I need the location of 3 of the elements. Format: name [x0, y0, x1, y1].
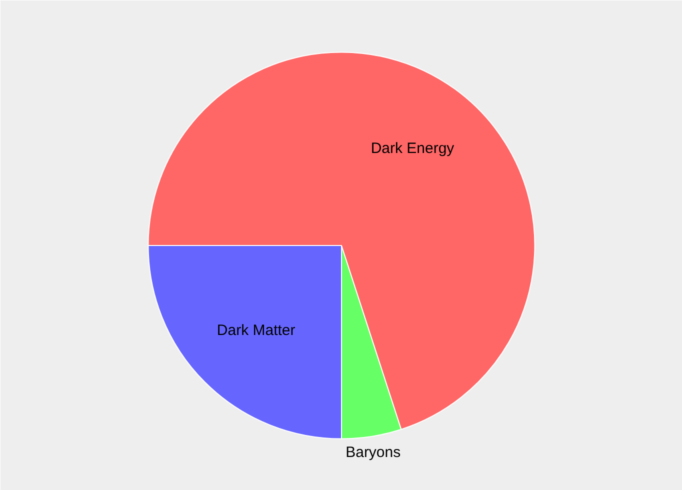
slice-label: Baryons — [346, 444, 401, 461]
slice-label: Dark Energy — [370, 140, 455, 157]
slice-label: Dark Matter — [216, 322, 296, 339]
